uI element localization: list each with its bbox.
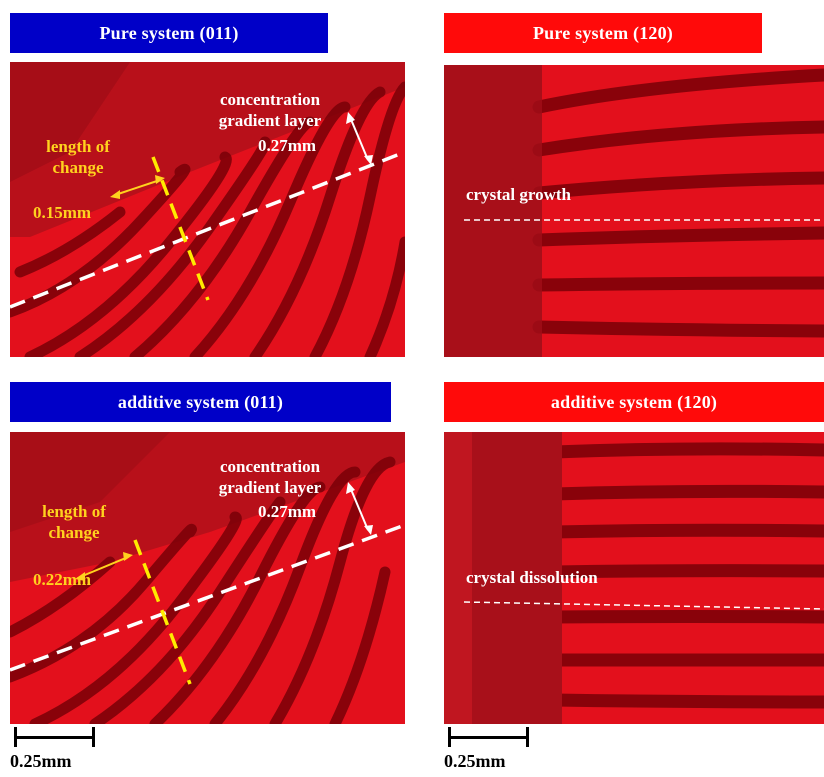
scale-bar-tick [526,727,529,747]
length-of-change-value: 0.15mm [32,203,92,222]
micrograph-additive-120: crystal dissolution [444,432,824,724]
micrograph-pure-120-image [444,65,824,357]
length-of-change-label-line1: length of [42,502,106,521]
banner-additive-120: additive system (120) [444,382,824,422]
banner-pure-011: Pure system (011) [10,13,328,53]
length-of-change-label-line2: change [48,523,100,542]
gradient-layer-label-line1: concentration [219,457,321,476]
scale-bar-line [448,736,528,739]
crystal-dissolution-label: crystal dissolution [466,568,598,587]
length-of-change-label-line1: length of [46,137,110,156]
scale-bar-tick [92,727,95,747]
scale-bar-label: 0.25mm [10,751,72,771]
micrograph-additive-011: concentration gradient layer 0.27mm leng… [10,432,405,724]
crystal-growth-label: crystal growth [466,185,571,204]
gradient-layer-label-line2: gradient layer [218,111,322,130]
length-of-change-value: 0.22mm [32,570,92,589]
banner-pure-120: Pure system (120) [444,13,762,53]
banner-additive-011: additive system (011) [10,382,391,422]
gradient-layer-label-line2: gradient layer [218,478,322,497]
micrograph-pure-011: concentration gradient layer 0.27mm leng… [10,62,405,357]
scale-bar-left: 0.25mm [10,727,104,777]
gradient-layer-label-line1: concentration [219,90,321,109]
micrograph-additive-011-image [10,432,405,724]
length-of-change-label-line2: change [52,158,104,177]
scale-bar-line [14,736,94,739]
micrograph-additive-120-image [444,432,824,724]
micrograph-pure-120: crystal growth [444,65,824,357]
gradient-layer-value: 0.27mm [257,136,317,155]
micrograph-pure-011-image [10,62,405,357]
scale-bar-right: 0.25mm [444,727,538,777]
scale-bar-label: 0.25mm [444,751,506,771]
gradient-layer-value: 0.27mm [257,502,317,521]
